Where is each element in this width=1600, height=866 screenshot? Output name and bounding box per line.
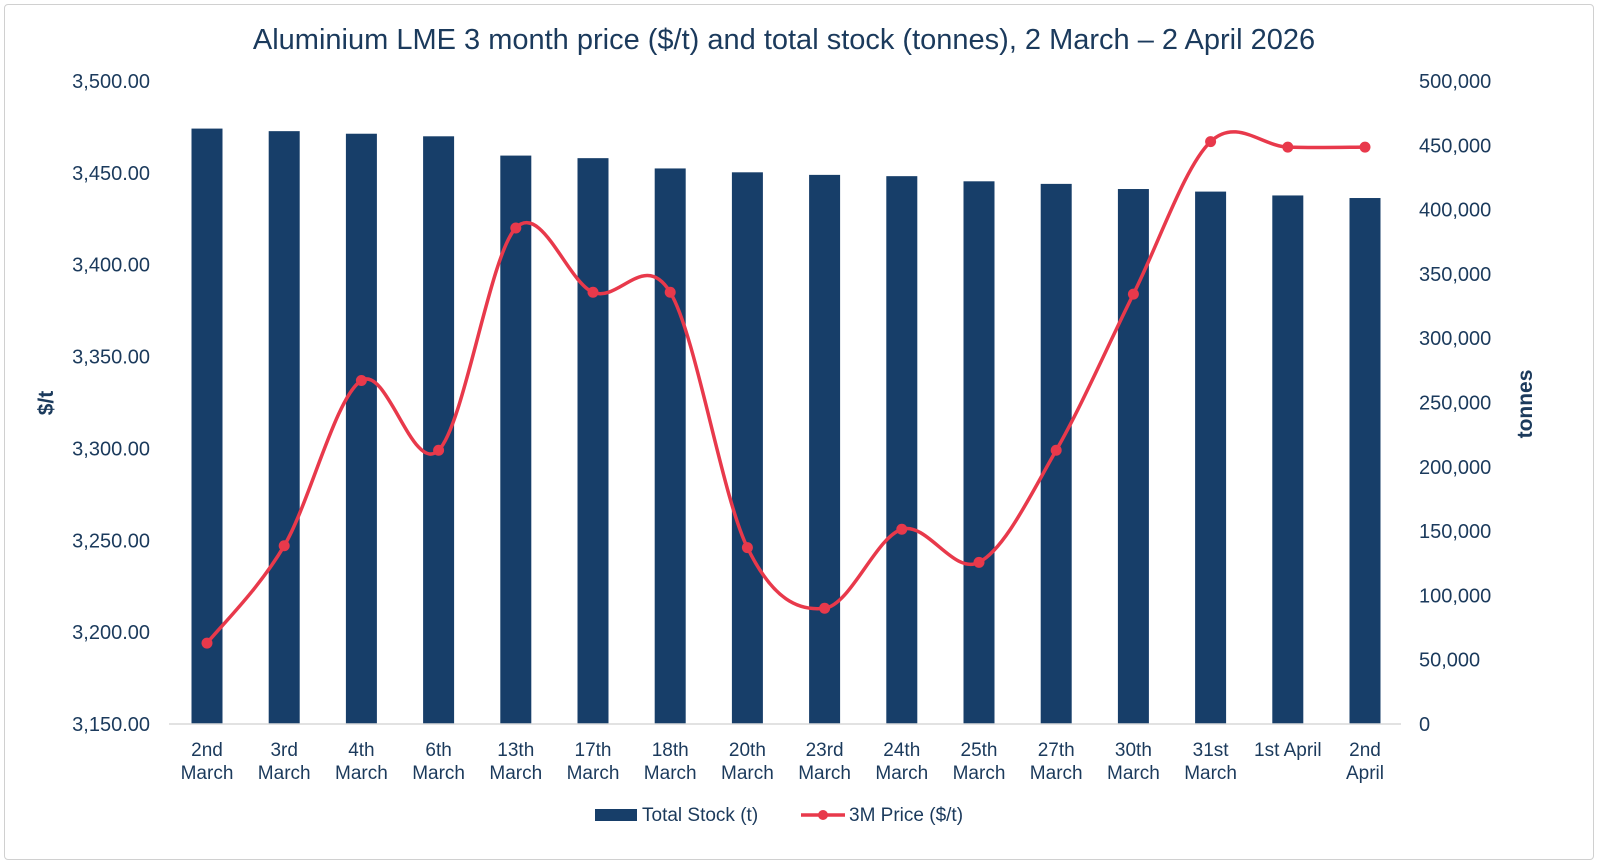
left-tick-label: 3,450.00 [72, 163, 150, 185]
price-point [510, 222, 522, 234]
stock-bar [1117, 189, 1149, 725]
category-label: 24th March [875, 740, 928, 784]
right-tick-label: 500,000 [1419, 71, 1491, 93]
chart-title: Aluminium LME 3 month price ($/t) and to… [253, 24, 1315, 56]
price-point [741, 542, 753, 554]
price-point [278, 540, 290, 552]
stock-bar [963, 181, 995, 725]
price-point [896, 523, 908, 535]
legend-swatch-stock [595, 809, 637, 821]
price-point [433, 444, 445, 456]
price-point [1282, 141, 1294, 153]
category-label: 27th March [1030, 740, 1083, 784]
left-tick-label: 3,250.00 [72, 530, 150, 552]
price-point [973, 556, 985, 568]
left-tick-label: 3,300.00 [72, 438, 150, 460]
category-label: 3rd March [258, 740, 311, 784]
stock-bar [500, 155, 532, 724]
right-tick-label: 400,000 [1419, 200, 1491, 222]
category-label: 20th March [721, 740, 774, 784]
right-tick-label: 350,000 [1419, 264, 1491, 286]
left-tick-label: 3,200.00 [72, 622, 150, 644]
category-label: 31st March [1184, 740, 1237, 784]
category-labels: 2nd March 3rd March 4th March 6th March 13th Marc… [181, 740, 1384, 784]
legend: Total Stock (t) 3M Price ($/t) [595, 805, 963, 826]
price-point [1050, 444, 1062, 456]
category-label: 30th March [1107, 740, 1160, 784]
price-line [205, 130, 1366, 645]
category-label: 1st April [1254, 740, 1322, 761]
category-label: 13th March [489, 740, 542, 784]
price-point [201, 637, 213, 649]
category-label: 2nd March [181, 740, 234, 784]
price-line-series [201, 130, 1371, 649]
right-tick-label: 100,000 [1419, 585, 1491, 607]
price-point [1359, 141, 1371, 153]
category-label: 4th March [335, 740, 388, 784]
right-axis-title: tonnes [1514, 370, 1537, 439]
left-axis-ticks: 3,150.00 3,200.00 3,250.00 3,300.00 3,350.00… [72, 71, 150, 736]
category-label: 18th March [644, 740, 697, 784]
stock-bar [1195, 191, 1227, 724]
stock-bar [1349, 198, 1381, 724]
legend-swatch-price-marker [818, 810, 828, 820]
stock-bar [191, 128, 223, 724]
right-tick-label: 200,000 [1419, 457, 1491, 479]
stock-bar [268, 131, 300, 724]
chart-frame: Aluminium LME 3 month price ($/t) and to… [4, 4, 1594, 860]
left-axis-title: $/t [35, 391, 58, 416]
price-point [1127, 288, 1139, 300]
right-tick-label: 300,000 [1419, 328, 1491, 350]
stock-bar [654, 168, 686, 724]
right-tick-label: 150,000 [1419, 521, 1491, 543]
left-tick-label: 3,150.00 [72, 714, 150, 736]
category-label: 2nd April [1346, 740, 1384, 784]
right-tick-label: 0 [1419, 714, 1430, 736]
legend-label-price: 3M Price ($/t) [849, 805, 963, 826]
price-point [664, 286, 676, 298]
stock-bar [731, 172, 763, 724]
category-label: 17th March [567, 740, 620, 784]
category-label: 6th March [412, 740, 465, 784]
stock-bar [345, 133, 377, 724]
right-axis-ticks: 0 50,000 100,000 150,000 200,000 250,000 300,0… [1419, 71, 1491, 736]
right-tick-label: 250,000 [1419, 393, 1491, 415]
stock-bars [191, 128, 1381, 725]
right-tick-label: 450,000 [1419, 135, 1491, 157]
left-tick-label: 3,350.00 [72, 347, 150, 369]
stock-bar [809, 174, 841, 725]
stock-bar [577, 158, 609, 724]
chart-svg: Aluminium LME 3 month price ($/t) and to… [35, 24, 1537, 826]
stock-bar [1272, 195, 1304, 725]
left-tick-label: 3,500.00 [72, 71, 150, 93]
left-tick-label: 3,400.00 [72, 255, 150, 277]
price-point [1205, 136, 1217, 148]
price-point [355, 374, 367, 386]
legend-label-stock: Total Stock (t) [642, 805, 758, 826]
stock-bar [886, 176, 918, 724]
right-tick-label: 50,000 [1419, 650, 1480, 672]
price-point [587, 286, 599, 298]
category-label: 23rd March [798, 740, 851, 784]
category-label: 25th March [953, 740, 1006, 784]
price-point [819, 602, 831, 614]
